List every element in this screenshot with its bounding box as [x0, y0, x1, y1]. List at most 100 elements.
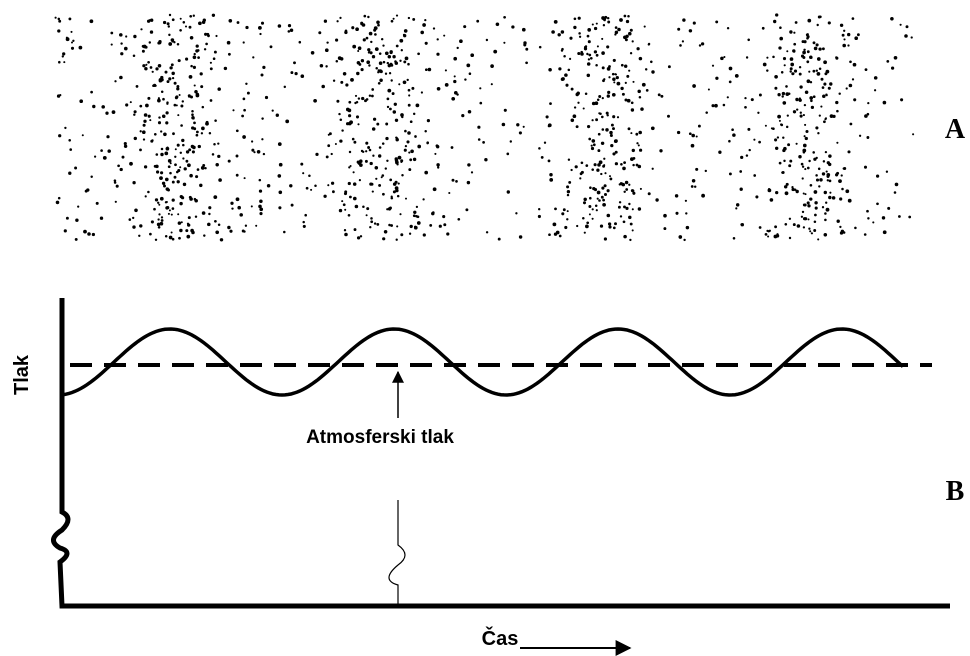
particle [231, 207, 234, 210]
particle [722, 103, 726, 107]
particle [235, 197, 240, 202]
particle [360, 68, 364, 72]
particle [368, 64, 371, 67]
particle [793, 42, 797, 46]
particle [179, 194, 183, 199]
particle [547, 124, 551, 128]
particle [287, 30, 291, 33]
particle [586, 221, 590, 225]
particle [365, 98, 369, 101]
particle [142, 123, 146, 127]
particle [436, 145, 440, 149]
particle [774, 74, 778, 79]
particle [153, 132, 157, 136]
particle [157, 201, 160, 204]
particle [782, 101, 787, 105]
particle [876, 202, 879, 206]
particle [772, 55, 775, 59]
particle [379, 70, 383, 74]
particle [207, 222, 211, 227]
particle [304, 213, 307, 217]
particle [607, 20, 611, 24]
particle [195, 175, 199, 179]
particle [77, 205, 80, 208]
particle [628, 202, 631, 206]
particle [214, 219, 217, 223]
particle [614, 150, 618, 154]
particle [79, 99, 84, 104]
particle [778, 119, 781, 122]
particle [601, 37, 604, 40]
particle [827, 162, 832, 167]
particle [386, 105, 390, 109]
particle [657, 93, 661, 97]
particle [698, 44, 702, 47]
particle [549, 102, 552, 105]
particle [262, 152, 266, 156]
x-axis-label: Čas [482, 626, 519, 650]
particle [795, 189, 799, 194]
particle [682, 18, 686, 22]
particle [436, 163, 440, 167]
particle [547, 159, 551, 163]
particle [160, 216, 164, 219]
particle [456, 46, 459, 50]
particle [566, 190, 571, 194]
particle [65, 36, 68, 39]
particle [589, 186, 592, 189]
particle [157, 41, 161, 45]
particle [308, 174, 311, 177]
particle [283, 85, 287, 89]
particle [141, 44, 145, 48]
particle [801, 40, 805, 44]
particle [824, 72, 828, 76]
particle [639, 148, 643, 152]
particle [744, 105, 747, 109]
particle [601, 51, 605, 55]
particle [217, 223, 221, 226]
particle [123, 144, 128, 149]
particle [120, 42, 123, 45]
particle [186, 234, 191, 239]
particle [365, 150, 368, 153]
particle [684, 199, 688, 202]
particle [356, 236, 361, 240]
particle [622, 220, 626, 224]
particle [298, 40, 302, 44]
particle [606, 16, 610, 20]
particle [154, 84, 157, 87]
particle [227, 225, 231, 230]
particle [818, 67, 822, 70]
particle [543, 141, 547, 144]
particle [161, 114, 166, 119]
particle [747, 38, 750, 42]
particle [453, 56, 458, 61]
particle [591, 168, 594, 171]
particle [893, 55, 898, 60]
particle [847, 198, 852, 203]
particle [591, 208, 594, 211]
particle [412, 214, 416, 218]
particle [413, 210, 417, 214]
particle [490, 83, 493, 86]
particle [610, 143, 614, 148]
particle [842, 167, 845, 170]
particle [410, 149, 414, 154]
particle [744, 96, 747, 100]
particle [780, 123, 783, 126]
particle [775, 13, 779, 17]
particle [133, 34, 137, 39]
particle [835, 100, 839, 105]
particle [102, 156, 107, 160]
particle [62, 52, 66, 56]
particle [899, 23, 902, 26]
particle [335, 38, 339, 42]
particle [147, 60, 150, 64]
particle [802, 148, 807, 153]
particle [354, 94, 358, 97]
particle [595, 63, 598, 67]
particle [171, 180, 175, 184]
particle [371, 127, 376, 131]
particle [551, 30, 555, 34]
particle [799, 114, 803, 118]
